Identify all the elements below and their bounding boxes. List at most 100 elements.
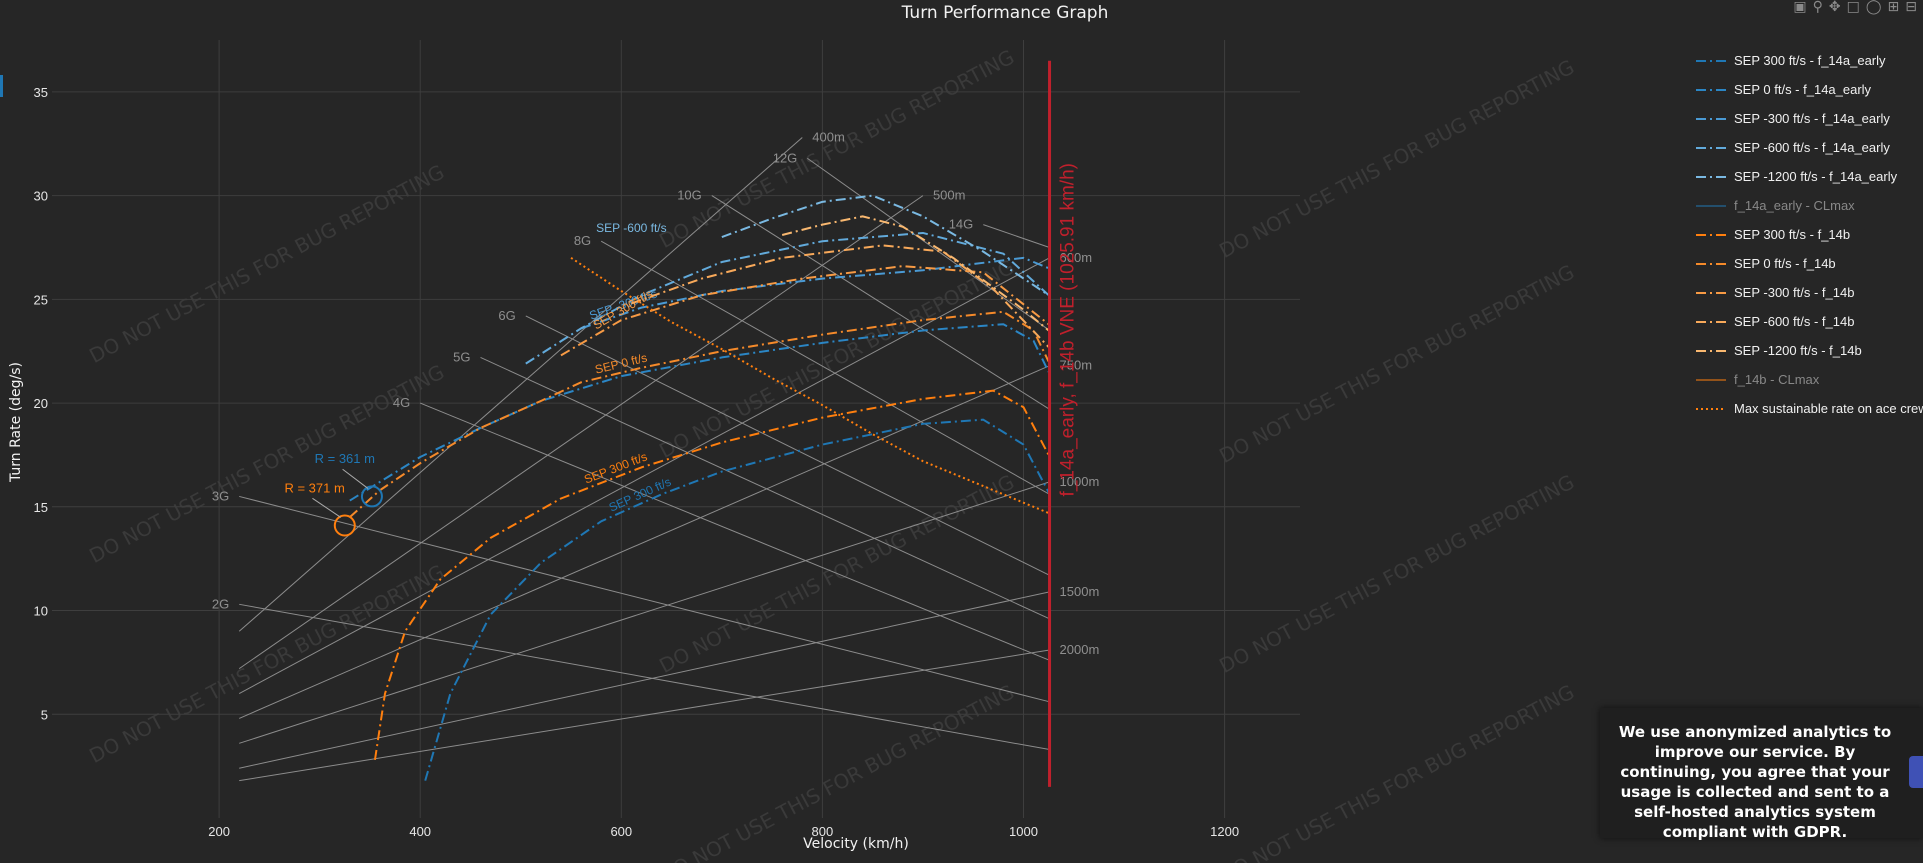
legend-item[interactable]: SEP -600 ft/s - f_14a_early	[1690, 133, 1923, 162]
marker-pointer-1	[312, 497, 342, 518]
box-select-icon[interactable]: □	[1846, 0, 1860, 15]
legend-item[interactable]: SEP -1200 ft/s - f_14a_early	[1690, 162, 1923, 191]
g-line-label-5G: 5G	[453, 349, 470, 364]
radius-line-label-500m: 500m	[933, 188, 966, 203]
g-line-2G	[239, 603, 1050, 751]
marker-pointer-0	[342, 468, 369, 489]
watermark-text-1: DO NOT USE THIS FOR BUG REPORTING	[85, 360, 448, 568]
watermark-text-7: DO NOT USE THIS FOR BUG REPORTING	[1215, 55, 1578, 263]
radius-line-2000m	[239, 649, 1050, 782]
radius-line-1500m	[239, 591, 1050, 769]
series-line-8	[560, 265, 1050, 357]
consent-accept-button[interactable]	[1909, 756, 1923, 788]
radius-marker-1	[333, 514, 356, 537]
series-line-9	[631, 244, 1050, 348]
legend-swatch	[1696, 175, 1726, 178]
watermark-text-10: DO NOT USE THIS FOR BUG REPORTING	[1215, 680, 1578, 863]
series-line-6	[373, 389, 1050, 761]
g-line-14G	[983, 224, 1050, 248]
legend-label: Max sustainable rate on ace crew	[1734, 401, 1923, 416]
x-tick-label-1000: 1000	[1009, 824, 1038, 839]
y-tick-label-30: 30	[34, 189, 48, 204]
legend-item[interactable]: f_14a_early - CLmax	[1690, 191, 1923, 220]
pan-icon[interactable]: ✥	[1828, 0, 1841, 15]
series-line-4	[721, 194, 1050, 297]
zoom-icon[interactable]: ⚲	[1812, 0, 1823, 15]
x-tick-label-400: 400	[409, 824, 431, 839]
g-line-label-8G: 8G	[574, 233, 591, 248]
legend-label: f_14b - CLmax	[1734, 372, 1820, 387]
marker-label-0: R = 361 m	[315, 451, 375, 466]
x-tick-label-600: 600	[610, 824, 632, 839]
watermark-text-9: DO NOT USE THIS FOR BUG REPORTING	[1215, 470, 1578, 678]
watermark-text-0: DO NOT USE THIS FOR BUG REPORTING	[85, 160, 448, 368]
y-axis-label: Turn Rate (deg/s)	[8, 362, 24, 483]
legend-label: SEP -1200 ft/s - f_14b	[1734, 343, 1862, 358]
zoom-out-icon[interactable]: ⊟	[1905, 0, 1917, 15]
legend-item[interactable]: Max sustainable rate on ace crew	[1690, 394, 1923, 423]
radius-line-1000m	[239, 481, 1050, 744]
watermark-text-4: DO NOT USE THIS FOR BUG REPORTING	[655, 255, 1018, 463]
legend-swatch	[1696, 117, 1726, 120]
series-line-10	[781, 215, 1050, 332]
radius-marker-0	[360, 485, 383, 508]
x-tick-label-800: 800	[812, 824, 834, 839]
legend-item[interactable]: SEP -1200 ft/s - f_14b	[1690, 336, 1923, 365]
watermark-text-2: DO NOT USE THIS FOR BUG REPORTING	[85, 560, 448, 768]
legend-swatch	[1696, 378, 1726, 381]
x-tick-label-200: 200	[208, 824, 230, 839]
series-line-0	[424, 418, 1050, 781]
legend-label: SEP 300 ft/s - f_14b	[1734, 227, 1851, 242]
zoom-in-icon[interactable]: ⊞	[1887, 0, 1900, 15]
legend-item[interactable]: SEP -300 ft/s - f_14b	[1690, 278, 1923, 307]
watermark-text-8: DO NOT USE THIS FOR BUG REPORTING	[1215, 260, 1578, 468]
x-tick-label-1200: 1200	[1210, 824, 1239, 839]
consent-text: We use anonymized analytics to improve o…	[1618, 723, 1892, 841]
legend-item[interactable]: SEP 0 ft/s - f_14a_early	[1690, 75, 1923, 104]
legend-swatch	[1696, 262, 1726, 265]
legend-item[interactable]: SEP -600 ft/s - f_14b	[1690, 307, 1923, 336]
g-line-label-2G: 2G	[212, 596, 229, 611]
g-line-label-3G: 3G	[212, 488, 229, 503]
legend-swatch	[1696, 204, 1726, 207]
g-line-5G	[480, 356, 1050, 620]
radius-line-600m	[238, 257, 1050, 694]
legend-label: f_14a_early - CLmax	[1734, 198, 1855, 213]
series-line-1	[349, 323, 1050, 502]
legend-swatch	[1696, 291, 1726, 294]
g-line-label-4G: 4G	[393, 395, 410, 410]
vne-label: f_14a_early, f_14b VNE (1025.91 km/h)	[1058, 163, 1079, 496]
legend-swatch	[1696, 407, 1726, 410]
y-tick-label-5: 5	[41, 707, 48, 722]
legend-label: SEP -600 ft/s - f_14a_early	[1734, 140, 1890, 155]
series-line-2	[580, 256, 1050, 330]
legend-item[interactable]: SEP 300 ft/s - f_14b	[1690, 220, 1923, 249]
radius-line-label-2000m: 2000m	[1060, 642, 1100, 657]
radius-line-label-750m: 750m	[1060, 358, 1093, 373]
legend-label: SEP -300 ft/s - f_14b	[1734, 285, 1855, 300]
legend-label: SEP 0 ft/s - f_14a_early	[1734, 82, 1872, 97]
radius-line-750m	[239, 365, 1050, 719]
series-line-3	[525, 231, 1050, 365]
y-tick-label-15: 15	[34, 500, 48, 515]
legend-item[interactable]: SEP -300 ft/s - f_14a_early	[1690, 104, 1923, 133]
camera-icon[interactable]: ▣	[1793, 0, 1807, 15]
legend-swatch	[1696, 146, 1726, 149]
lasso-icon[interactable]: ◯	[1865, 0, 1882, 15]
y-tick-label-20: 20	[34, 396, 48, 411]
legend-item[interactable]: f_14b - CLmax	[1690, 365, 1923, 394]
legend-item[interactable]: SEP 300 ft/s - f_14a_early	[1690, 46, 1923, 75]
legend-label: SEP 0 ft/s - f_14b	[1734, 256, 1836, 271]
grid: 200 400 600 800 1000 1200 5 10 15 20 25 30 35	[34, 40, 1300, 839]
g-line-6G	[525, 315, 1050, 576]
radius-line-label-400m: 400m	[812, 130, 845, 145]
radius-line-500m	[238, 195, 924, 670]
legend-label: SEP -300 ft/s - f_14a_early	[1734, 111, 1890, 126]
legend-swatch	[1696, 233, 1726, 236]
legend-item[interactable]: SEP 0 ft/s - f_14b	[1690, 249, 1923, 278]
legend-swatch	[1696, 59, 1726, 62]
g-line-4G	[420, 402, 1050, 661]
g-line-label-12G: 12G	[773, 150, 798, 165]
legend-label: SEP -1200 ft/s - f_14a_early	[1734, 169, 1898, 184]
reference-lines: 2G 3G 4G 5G 6G 8G 10G 12G 14G 400m 500m 600m 750m 100…	[212, 130, 1100, 782]
